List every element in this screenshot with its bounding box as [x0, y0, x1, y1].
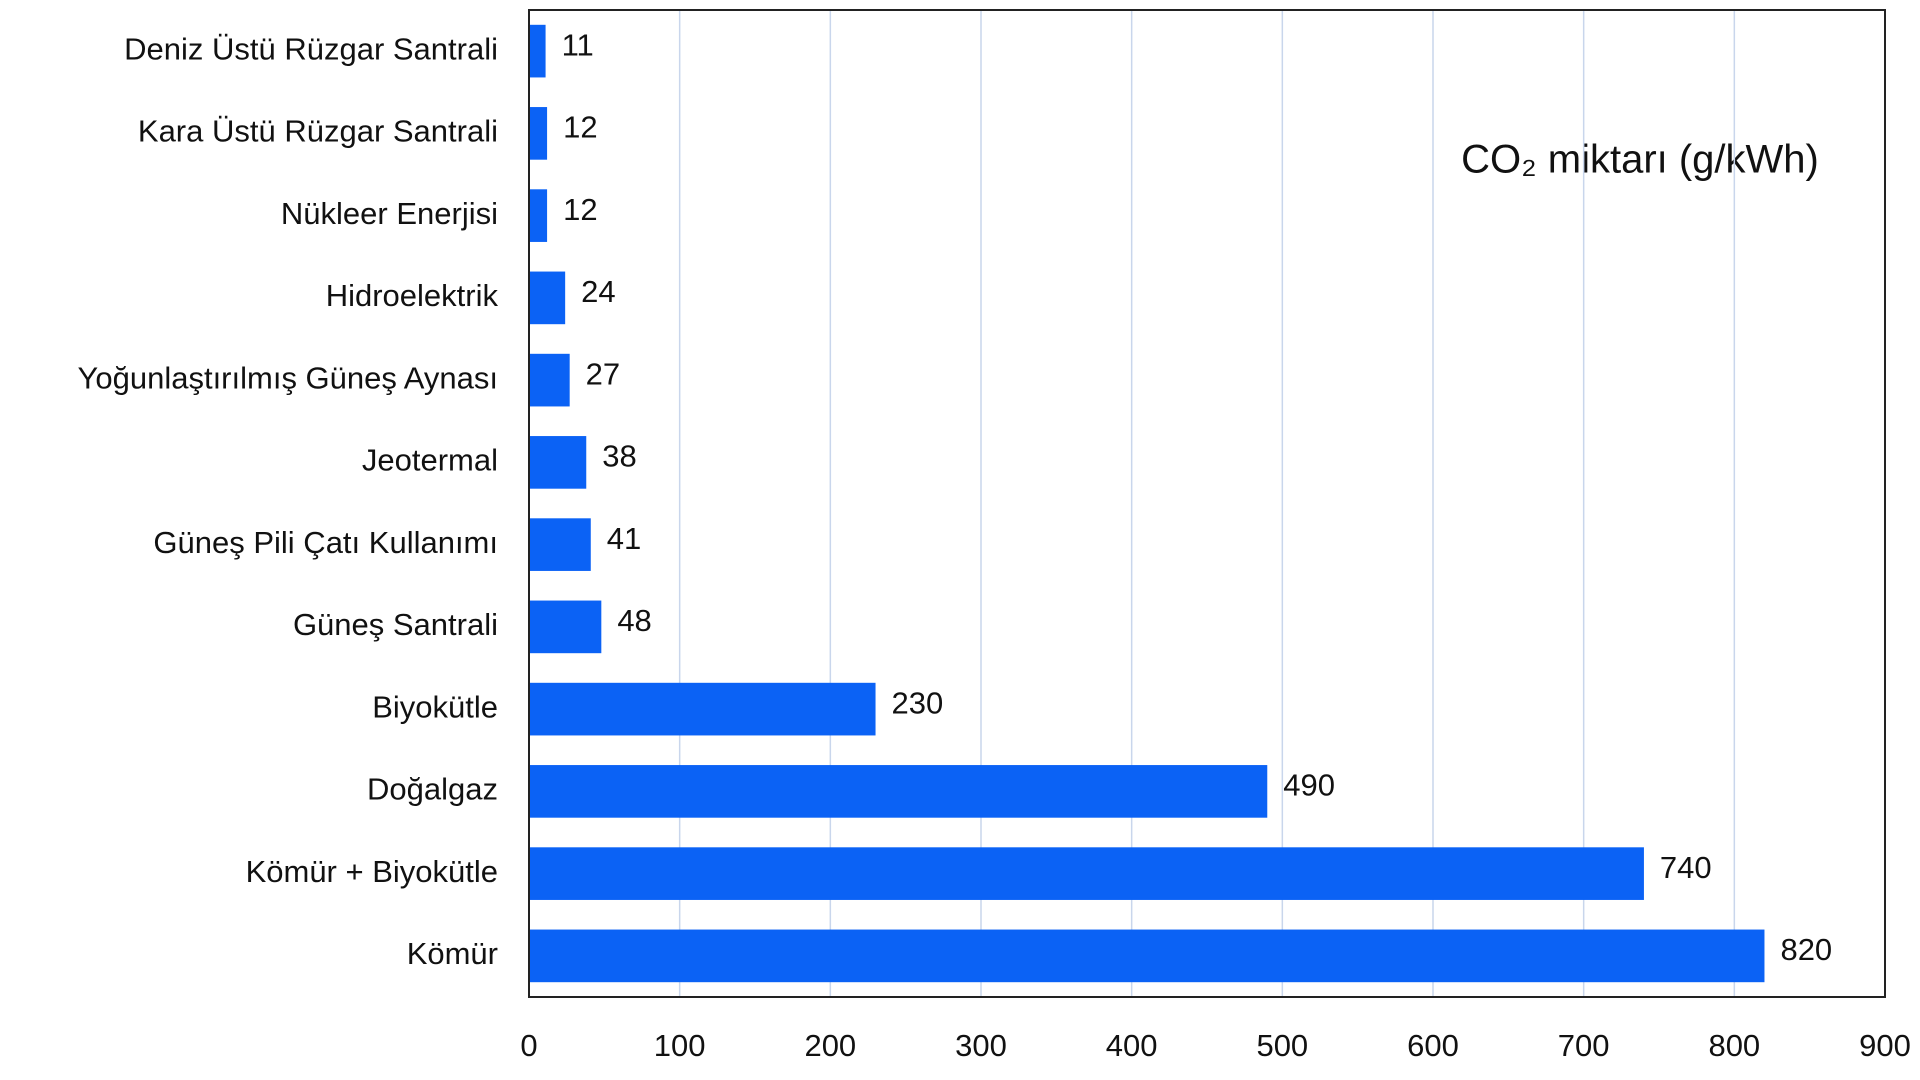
value-label: 48	[617, 603, 651, 638]
x-tick-label: 200	[804, 1028, 856, 1063]
x-tick-label: 500	[1256, 1028, 1308, 1063]
value-label: 740	[1660, 850, 1712, 885]
y-tick-label: Hidroelektrik	[326, 278, 499, 313]
plot-frame	[528, 9, 1886, 998]
y-tick-label: Güneş Santrali	[293, 607, 498, 642]
y-tick-label: Biyokütle	[372, 689, 498, 724]
value-label: 11	[562, 27, 594, 62]
bar	[529, 682, 876, 736]
bar	[529, 600, 602, 654]
value-label: 12	[563, 110, 597, 145]
value-label: 24	[581, 274, 615, 309]
x-tick-label: 900	[1859, 1028, 1911, 1063]
y-tick-label: Jeotermal	[362, 443, 498, 478]
x-tick-label: 700	[1558, 1028, 1610, 1063]
value-label: 230	[892, 685, 944, 720]
y-tick-label: Yoğunlaştırılmış Güneş Aynası	[78, 360, 498, 395]
x-tick-label: 300	[955, 1028, 1007, 1063]
bar	[529, 929, 1765, 983]
value-label: 41	[607, 521, 641, 556]
bar	[529, 436, 587, 489]
bar	[529, 107, 548, 160]
x-tick-label: 400	[1106, 1028, 1158, 1063]
bar	[529, 189, 548, 242]
bar	[529, 353, 570, 407]
bar	[529, 765, 1268, 818]
bar	[529, 518, 591, 571]
y-tick-label: Doğalgaz	[367, 772, 498, 807]
bar	[529, 847, 1644, 900]
value-label: 490	[1283, 768, 1335, 803]
y-tick-label: Güneş Pili Çatı Kullanımı	[153, 525, 498, 560]
bar	[529, 24, 546, 78]
bar	[529, 271, 566, 325]
value-label: 38	[602, 439, 636, 474]
value-label: 27	[586, 356, 620, 391]
value-label: 12	[563, 192, 597, 227]
y-tick-label: Deniz Üstü Rüzgar Santrali	[124, 31, 498, 66]
y-tick-label: Nükleer Enerjisi	[281, 196, 498, 231]
y-tick-label: Kara Üstü Rüzgar Santrali	[138, 114, 498, 149]
y-tick-label: Kömür + Biyokütle	[246, 854, 498, 889]
x-tick-label: 600	[1407, 1028, 1459, 1063]
value-label: 820	[1780, 932, 1832, 967]
annotation: CO₂ miktarı (g/kWh)	[1461, 138, 1819, 182]
y-tick-label: Kömür	[407, 936, 498, 971]
x-tick-label: 800	[1708, 1028, 1760, 1063]
x-tick-label: 0	[520, 1028, 537, 1063]
x-tick-label: 100	[654, 1028, 706, 1063]
